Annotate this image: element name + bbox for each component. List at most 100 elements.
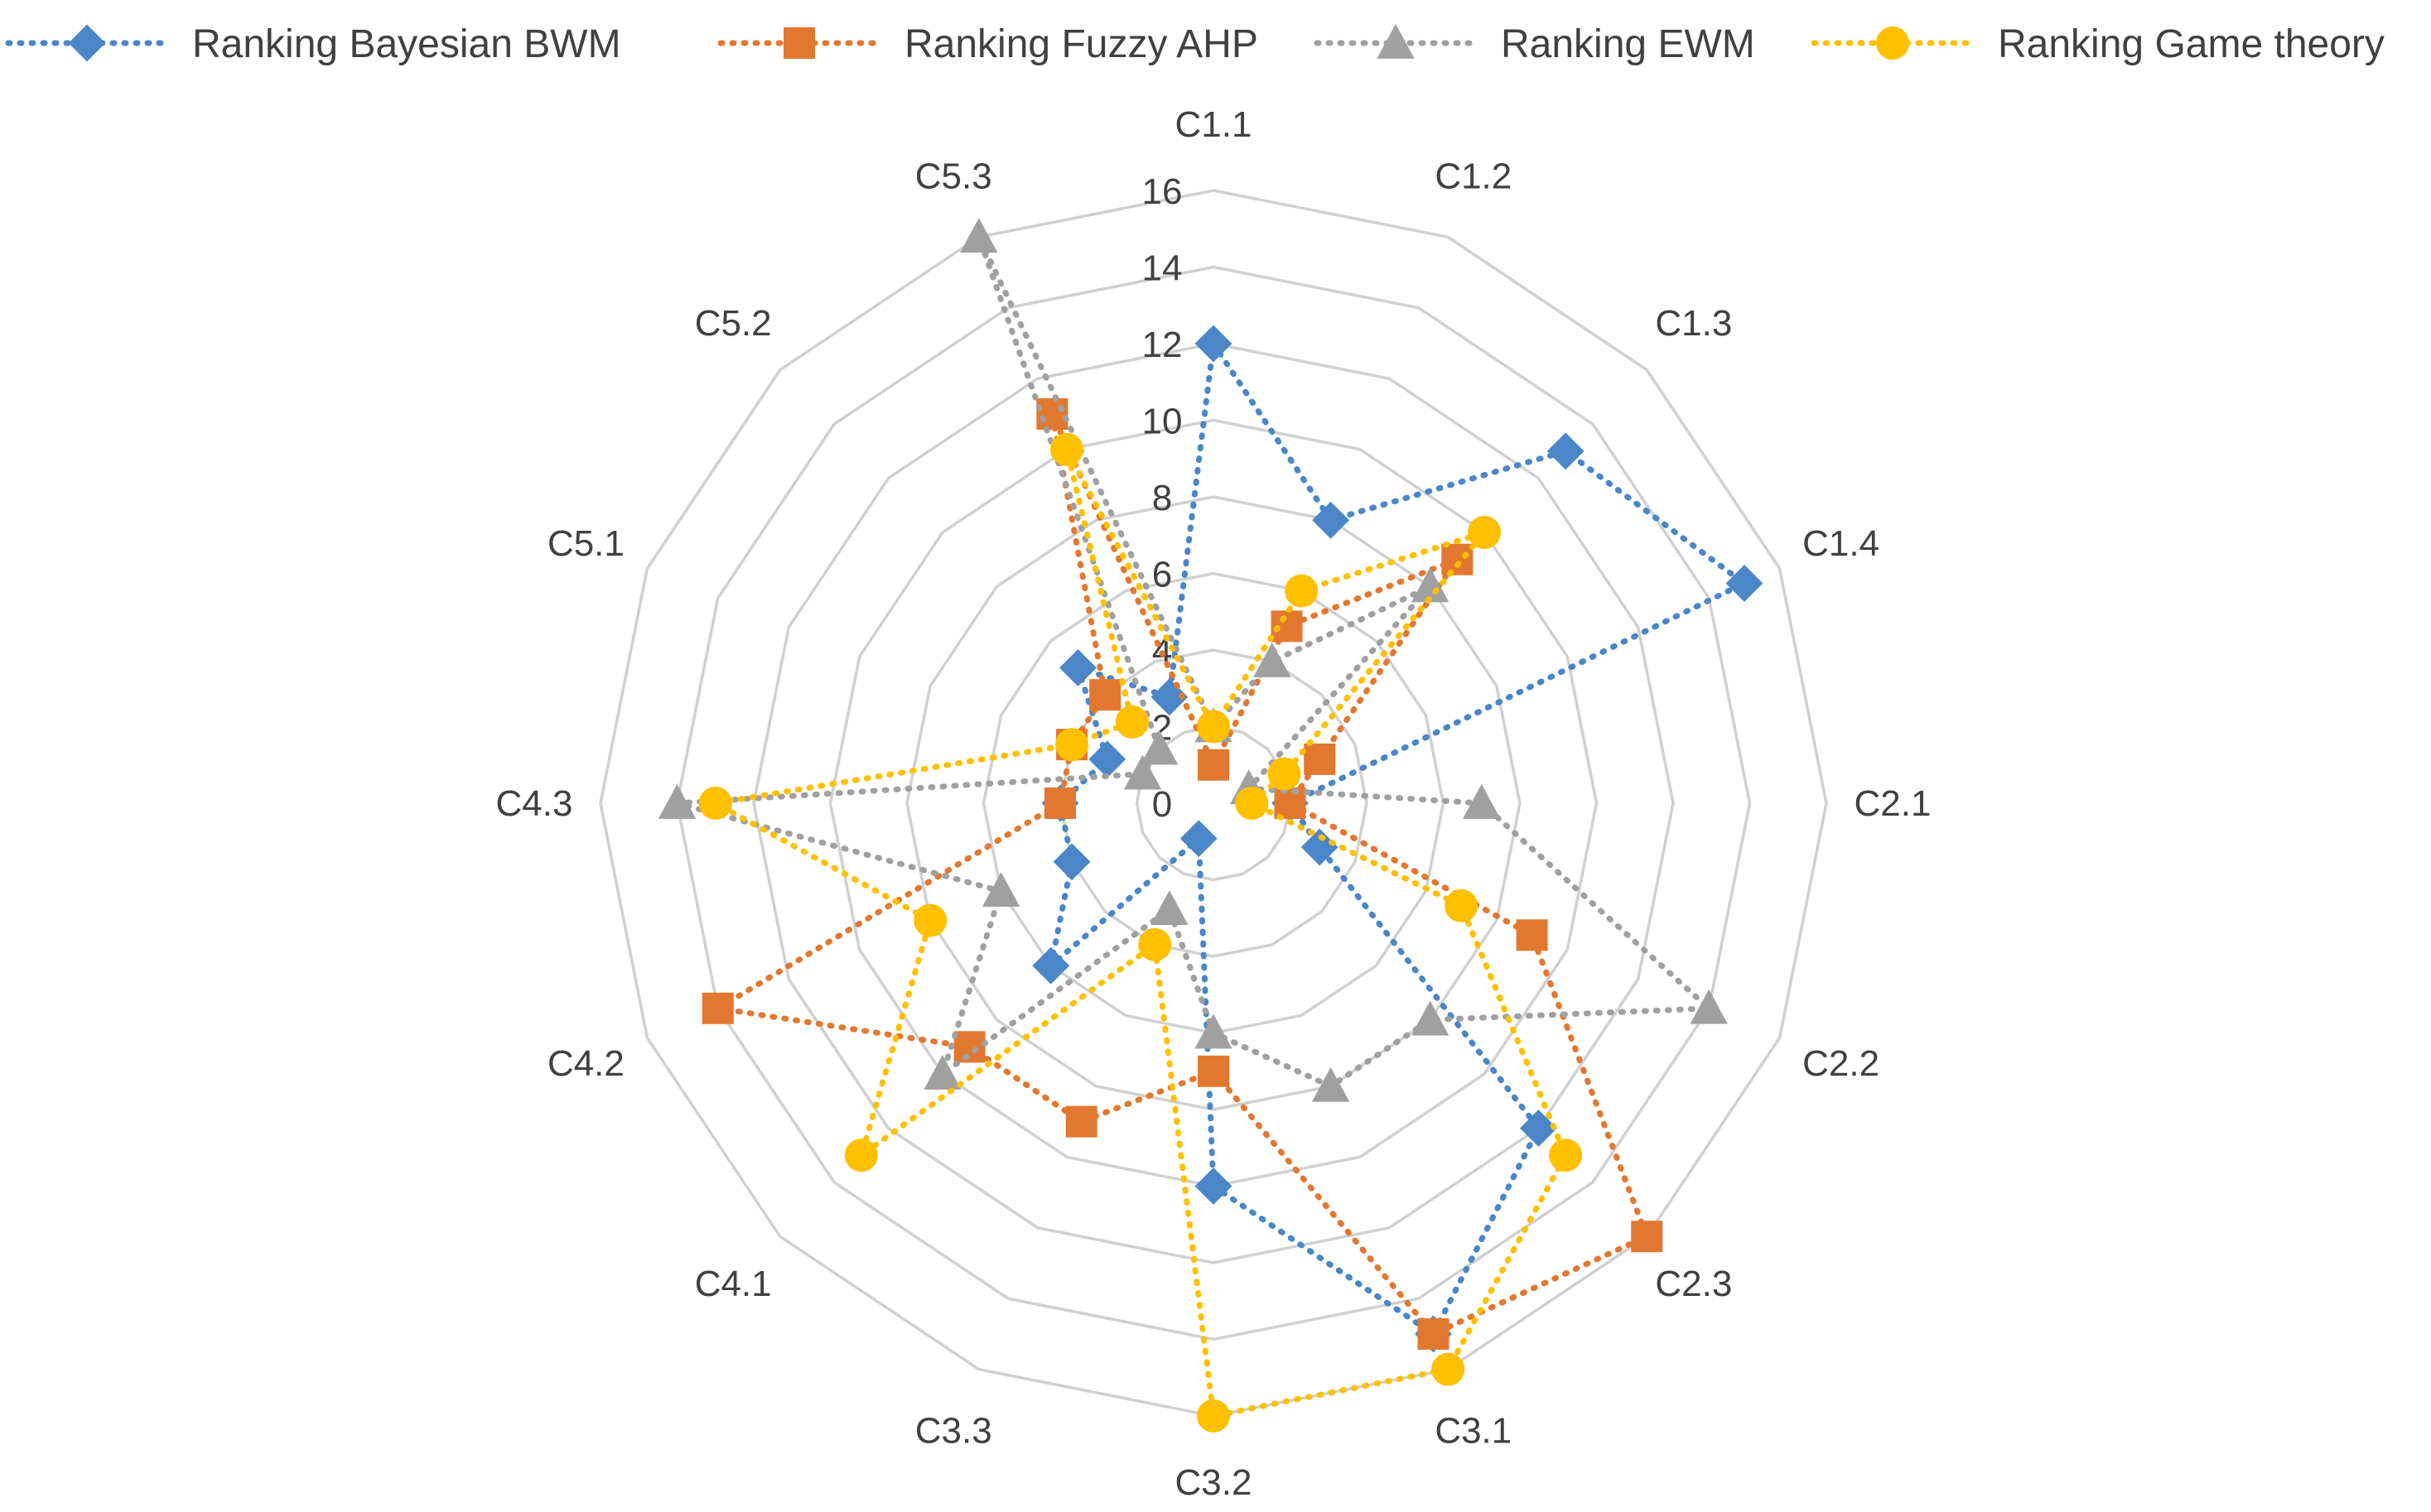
data-point xyxy=(924,1054,962,1090)
tick-label: 16 xyxy=(1142,171,1183,212)
legend-marker xyxy=(784,27,815,59)
data-point xyxy=(1417,1317,1449,1350)
data-point xyxy=(1194,1168,1232,1205)
data-point xyxy=(1253,642,1291,677)
data-point xyxy=(1036,397,1068,430)
data-point xyxy=(1138,927,1172,961)
data-point xyxy=(1463,783,1501,819)
category-labels: C1.1 C1.2 C1.3 C1.4 C2.1 C2.2 C2.3 C3.1 C3.2 C3.3… xyxy=(496,104,1932,1503)
data-point xyxy=(1267,757,1301,791)
data-point xyxy=(1140,730,1179,765)
data-point xyxy=(1631,1221,1663,1253)
data-point xyxy=(1304,743,1336,775)
category-label: C4.2 xyxy=(547,1043,625,1084)
data-point xyxy=(1198,749,1229,781)
series-line xyxy=(707,448,1570,1420)
category-label: C5.2 xyxy=(695,303,772,344)
data-point xyxy=(1516,919,1548,951)
category-label: C5.3 xyxy=(915,156,992,196)
data-point xyxy=(1725,565,1763,602)
data-point xyxy=(1520,1110,1557,1147)
series-3 xyxy=(698,432,1583,1433)
data-point xyxy=(953,1031,986,1063)
data-point xyxy=(1445,888,1478,922)
series-1 xyxy=(702,397,1663,1350)
legend-marker xyxy=(68,24,106,62)
category-label: C3.1 xyxy=(1435,1411,1512,1452)
legend-item: Ranking Game theory xyxy=(1811,22,2385,66)
legend-item: Ranking Fuzzy AHP xyxy=(717,22,1258,66)
data-point xyxy=(1468,515,1502,549)
data-point xyxy=(1179,820,1218,858)
data-point xyxy=(702,992,734,1024)
grid-ring-14 xyxy=(675,265,1752,1341)
legend-marker xyxy=(1377,23,1415,59)
data-point xyxy=(982,872,1020,908)
data-point xyxy=(1123,754,1162,790)
data-point xyxy=(1411,1000,1449,1036)
legend-item: Ranking Bayesian BWM xyxy=(5,22,621,66)
data-point xyxy=(1194,325,1232,363)
category-label: C2.1 xyxy=(1855,783,1932,824)
data-point xyxy=(1198,1055,1229,1087)
data-point xyxy=(1065,1105,1097,1138)
category-label: C1.4 xyxy=(1802,523,1879,564)
data-point xyxy=(1549,1139,1583,1173)
data-point xyxy=(698,787,732,820)
data-point xyxy=(1055,728,1089,762)
data-point xyxy=(1050,432,1084,466)
category-label: C4.1 xyxy=(695,1264,772,1304)
category-label: C1.3 xyxy=(1655,303,1732,344)
category-label: C5.1 xyxy=(547,523,625,564)
data-point xyxy=(960,218,998,253)
data-point xyxy=(1311,1067,1350,1102)
data-point xyxy=(1197,710,1230,744)
data-point xyxy=(1115,705,1149,739)
data-point xyxy=(914,903,948,937)
tick-label: 8 xyxy=(1152,478,1172,518)
data-point xyxy=(1194,1014,1232,1049)
data-point xyxy=(1285,574,1319,608)
data-point xyxy=(1690,989,1728,1024)
series-line xyxy=(676,235,1716,1090)
series-2 xyxy=(658,218,1728,1102)
category-label: C3.3 xyxy=(915,1411,992,1452)
data-point xyxy=(1235,787,1269,820)
data-point xyxy=(1150,890,1189,926)
legend-item: Ranking EWM xyxy=(1314,22,1755,66)
tick-label: 14 xyxy=(1142,248,1183,289)
legend-label: Ranking EWM xyxy=(1501,22,1755,66)
data-point xyxy=(1032,946,1070,985)
data-point xyxy=(658,783,697,819)
category-label: C3.2 xyxy=(1175,1462,1252,1503)
data-point xyxy=(1274,787,1306,819)
category-label: C2.2 xyxy=(1802,1043,1879,1084)
data-point xyxy=(1441,543,1474,575)
data-point xyxy=(1312,501,1350,539)
data-point xyxy=(1044,787,1076,819)
legend-marker xyxy=(1876,26,1909,60)
data-point xyxy=(1197,1399,1230,1433)
tick-label: 0 xyxy=(1152,784,1172,825)
legend-label: Ranking Fuzzy AHP xyxy=(904,22,1258,66)
category-label: C4.3 xyxy=(496,783,573,824)
data-point xyxy=(1059,649,1097,686)
category-label: C1.1 xyxy=(1175,104,1252,145)
grid-ring-8 xyxy=(905,495,1522,1111)
data-point xyxy=(1546,432,1584,470)
tick-label: 12 xyxy=(1142,325,1183,365)
tick-label: 6 xyxy=(1152,555,1172,595)
data-point xyxy=(844,1139,878,1173)
legend: Ranking Bayesian BWM Ranking Fuzzy AHP Ran… xyxy=(5,22,2385,66)
legend-label: Ranking Game theory xyxy=(1998,22,2385,66)
category-label: C1.2 xyxy=(1435,156,1512,196)
data-point xyxy=(1053,843,1091,881)
data-point xyxy=(1089,679,1121,711)
series-0 xyxy=(1032,325,1763,1353)
data-point xyxy=(1431,1352,1465,1386)
legend-label: Ranking Bayesian BWM xyxy=(192,22,621,66)
grid-ring-12 xyxy=(752,342,1675,1264)
tick-label: 10 xyxy=(1142,402,1183,442)
